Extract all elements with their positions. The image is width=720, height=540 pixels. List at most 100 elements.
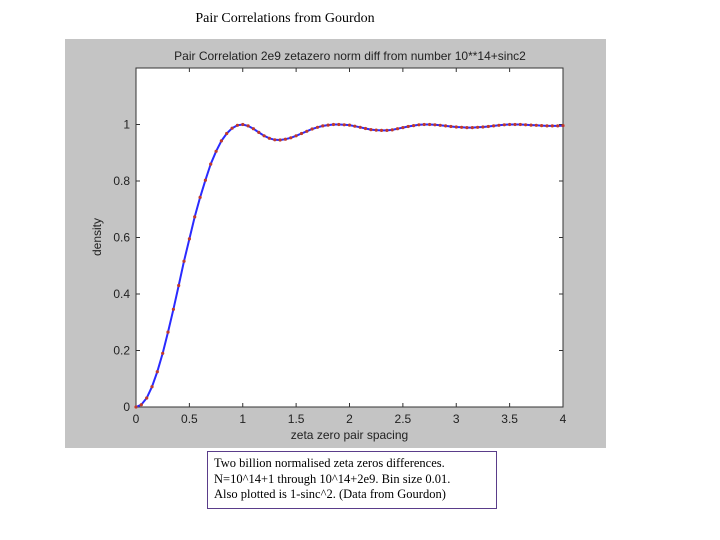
data-point [492, 124, 496, 128]
data-point [203, 178, 207, 182]
data-point [155, 370, 159, 374]
data-point [412, 124, 416, 128]
data-point [315, 125, 320, 129]
data-point [342, 123, 346, 127]
data-point [219, 139, 223, 143]
data-point [326, 123, 330, 127]
y-tick-label: 1 [123, 118, 130, 132]
data-point [486, 124, 490, 129]
data-point [150, 385, 154, 389]
data-point [177, 283, 181, 288]
y-axis-label: density [90, 218, 104, 256]
data-point [470, 126, 474, 130]
data-point [273, 138, 277, 142]
x-tick-label: 4 [560, 412, 567, 426]
data-point [251, 127, 255, 131]
data-point [182, 259, 186, 263]
data-point [161, 351, 165, 355]
data-point [337, 122, 341, 127]
data-point [230, 126, 234, 130]
figure-panel: Pair Correlation 2e9 zetazero norm diff … [65, 39, 606, 448]
x-axis-label: zeta zero pair spacing [291, 428, 408, 442]
data-point [134, 405, 138, 409]
data-point [454, 125, 458, 129]
data-point [358, 125, 362, 129]
data-point [449, 124, 453, 129]
x-tick-label: 2 [346, 412, 353, 426]
caption-line: Also plotted is 1-sinc^2. (Data from Gou… [214, 487, 446, 501]
chart-title: Pair Correlation 2e9 zetazero norm diff … [174, 49, 526, 63]
data-point [390, 128, 394, 132]
data-point [401, 126, 405, 130]
data-point [438, 123, 442, 127]
data-point [556, 124, 560, 128]
data-point [310, 127, 314, 131]
data-point [428, 122, 432, 127]
data-point [476, 125, 480, 129]
data-point [331, 122, 336, 127]
data-point [198, 195, 202, 199]
data-point [481, 125, 485, 129]
data-point [235, 123, 239, 127]
data-point [139, 403, 143, 407]
y-tick-label: 0.4 [113, 287, 130, 301]
data-point [262, 134, 266, 138]
data-point [561, 124, 565, 128]
caption-line: N=10^14+1 through 10^14+2e9. Bin size 0.… [214, 471, 451, 486]
data-point [305, 129, 309, 133]
data-point [379, 128, 384, 132]
data-point [363, 126, 368, 131]
data-point [225, 131, 229, 136]
data-point [497, 123, 501, 127]
data-point [267, 136, 271, 140]
data-point [444, 124, 448, 128]
data-point [417, 123, 421, 127]
data-point [369, 128, 373, 132]
data-point [385, 128, 389, 132]
data-point [433, 123, 437, 127]
data-point [529, 123, 533, 127]
data-point [550, 124, 554, 128]
caption-line: Two billion normalised zeta zeros differ… [214, 456, 445, 470]
data-point [353, 124, 357, 128]
axis-ticks: 0 0.5 1 1.5 2 2.5 3 3.5 4 0 0.2 0.4 0.6 0.8 1 [113, 68, 567, 426]
data-point [278, 138, 282, 142]
data-point [187, 237, 191, 241]
x-tick-label: 3 [453, 412, 460, 426]
data-point [321, 124, 325, 128]
slide-title: Pair Correlations from Gourdon [195, 11, 375, 26]
x-tick-label: 0 [133, 412, 140, 426]
data-point [406, 124, 410, 129]
data-point [395, 127, 400, 131]
x-tick-label: 1 [239, 412, 246, 426]
data-point [508, 122, 512, 127]
data-point [524, 123, 528, 127]
y-tick-label: 0 [123, 400, 130, 414]
data-point [502, 123, 506, 127]
data-point [534, 123, 538, 127]
y-tick-label: 0.6 [113, 231, 130, 245]
data-point [171, 307, 175, 311]
data-point [257, 130, 261, 134]
x-tick-label: 2.5 [395, 412, 412, 426]
data-point [545, 124, 549, 128]
data-points-layer [134, 122, 565, 409]
data-point [246, 124, 250, 128]
data-point [465, 126, 469, 130]
data-point [294, 134, 298, 138]
pair-correlation-chart: Pair Correlation 2e9 zetazero norm diff … [90, 49, 567, 442]
y-tick-label: 0.8 [113, 174, 130, 188]
x-tick-label: 0.5 [181, 412, 198, 426]
caption-box: Two billion normalised zeta zeros differ… [207, 451, 497, 509]
data-point [347, 123, 352, 127]
plot-area [135, 67, 564, 408]
data-point [209, 162, 213, 166]
data-point [422, 122, 426, 127]
x-tick-label: 3.5 [501, 412, 518, 426]
data-point [513, 122, 517, 127]
data-point [289, 136, 293, 140]
data-point [374, 128, 378, 132]
data-point [193, 215, 197, 219]
y-tick-label: 0.2 [113, 344, 130, 358]
data-point [145, 396, 149, 400]
